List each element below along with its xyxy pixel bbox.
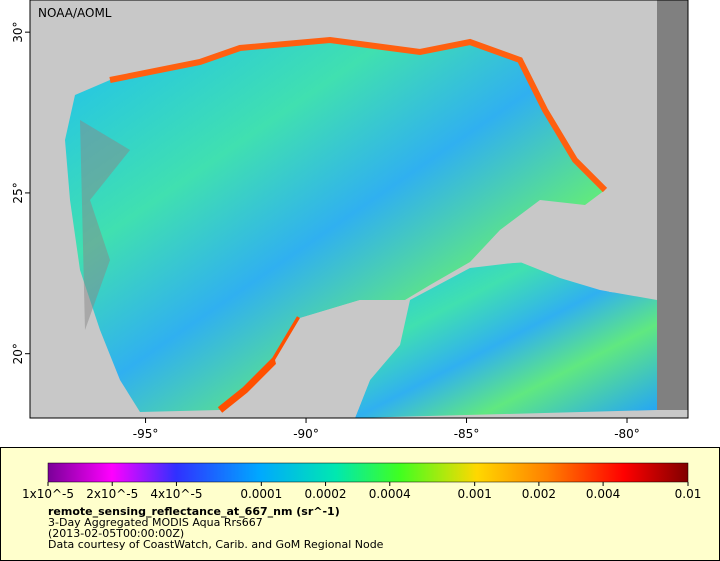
- colorbar-label: 1x10^-5: [22, 487, 74, 501]
- colorbar-label: 0.004: [586, 487, 620, 501]
- x-tick-label: -85°: [454, 427, 480, 441]
- x-tick-label: -80°: [614, 427, 640, 441]
- caption-product: 3-Day Aggregated MODIS Aqua Rrs667: [48, 516, 263, 529]
- caption-variable: remote_sensing_reflectance_at_667_nm (sr…: [48, 505, 340, 518]
- y-tick-label: 20°: [11, 343, 25, 364]
- x-tick-label: -95°: [133, 427, 159, 441]
- map-image: [29, 0, 689, 419]
- y-tick-label: 25°: [11, 182, 25, 203]
- colorbar-label: 4x10^-5: [150, 487, 202, 501]
- watermark: NOAA/AOML: [38, 6, 112, 20]
- colorbar-label: 0.0004: [369, 487, 411, 501]
- colorbar-label: 0.0002: [305, 487, 347, 501]
- caption-credit: Data courtesy of CoastWatch, Carib. and …: [48, 538, 384, 551]
- colorbar: [47, 462, 689, 483]
- y-tick-label: 30°: [11, 22, 25, 43]
- caption-time: (2013-02-05T00:00:00Z): [48, 527, 184, 540]
- colorbar-label: 0.001: [457, 487, 491, 501]
- colorbar-label: 0.002: [522, 487, 556, 501]
- colorbar-label: 0.01: [675, 487, 702, 501]
- x-tick-label: -90°: [293, 427, 319, 441]
- colorbar-label: 2x10^-5: [86, 487, 138, 501]
- colorbar-label: 0.0001: [240, 487, 282, 501]
